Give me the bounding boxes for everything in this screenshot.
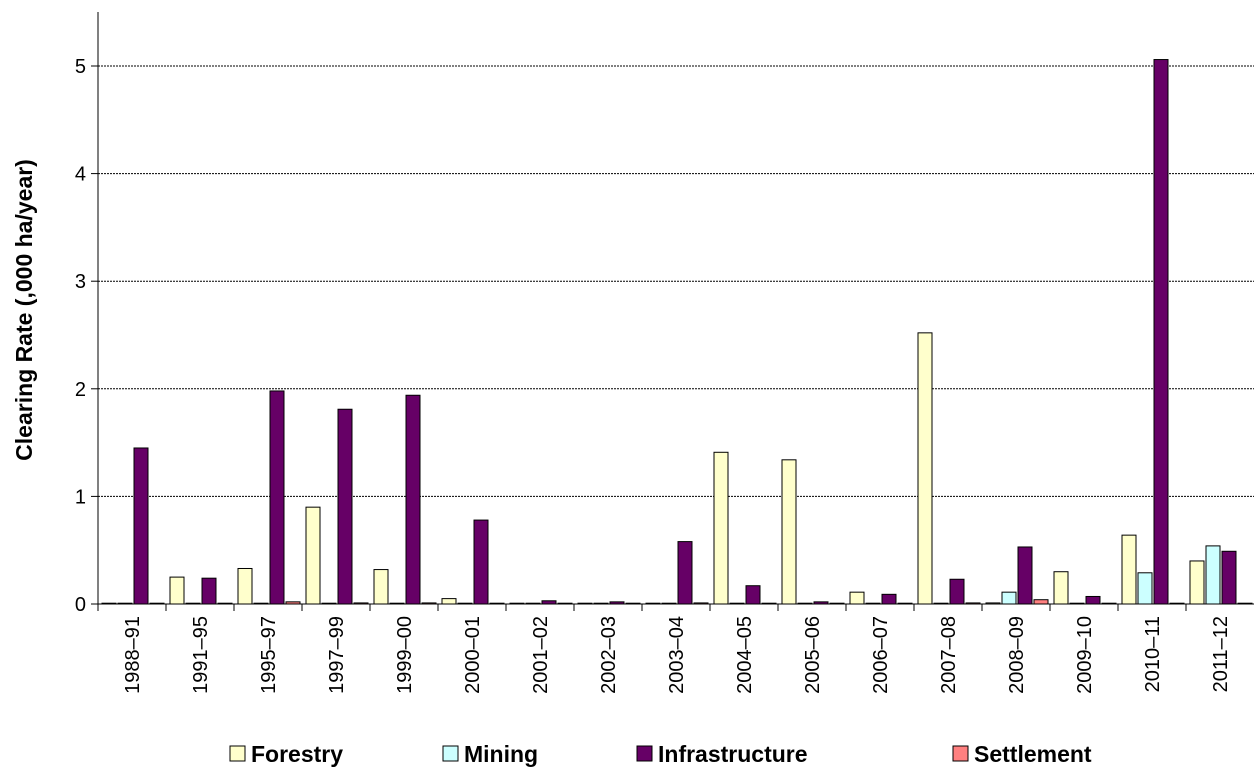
bar-infrastructure-16 xyxy=(1221,550,1237,605)
x-tick-label: 2002–03 xyxy=(598,616,620,694)
x-tick-label: 2001–02 xyxy=(530,616,552,694)
x-tick-label: 1997–99 xyxy=(326,616,348,694)
bar-infrastructure-8 xyxy=(677,541,693,605)
y-tick-label: 1 xyxy=(75,486,86,508)
bar-forestry-4 xyxy=(373,569,389,605)
bar-mining-13 xyxy=(1001,591,1017,605)
bar-infrastructure-12 xyxy=(949,578,965,605)
axes xyxy=(91,12,1254,611)
bar-forestry-14 xyxy=(1053,571,1069,605)
x-tick-label: 2008–09 xyxy=(1006,616,1028,694)
x-tick-label: 1999–00 xyxy=(394,616,416,694)
y-tick-label: 3 xyxy=(75,271,86,293)
legend-swatch-forestry xyxy=(229,745,246,762)
y-tick-label: 0 xyxy=(75,594,86,616)
gridlines xyxy=(98,65,1254,497)
bar-infrastructure-0 xyxy=(133,447,149,605)
x-tick-label: 2006–07 xyxy=(870,616,892,694)
bar-forestry-1 xyxy=(169,576,185,605)
bar-infrastructure-11 xyxy=(881,593,897,605)
bar-forestry-15 xyxy=(1121,534,1137,605)
bar-forestry-11 xyxy=(849,591,865,605)
bar-forestry-10 xyxy=(781,459,797,605)
x-tick-label: 2003–04 xyxy=(666,616,688,694)
legend-label-mining: Mining xyxy=(464,741,538,767)
bar-infrastructure-3 xyxy=(337,408,353,605)
bar-forestry-9 xyxy=(713,451,729,605)
bar-forestry-5 xyxy=(441,598,457,605)
bar-mining-16 xyxy=(1205,545,1221,605)
legend-swatch-infrastructure xyxy=(636,745,653,762)
x-tick-label: 2009–10 xyxy=(1074,616,1096,694)
y-tick-label: 4 xyxy=(75,164,86,186)
legend-swatch-settlement xyxy=(952,745,969,762)
x-tick-labels: 1988–91 1991–95 1995–97 1997–99 1999–00 2000–… xyxy=(122,616,1232,694)
legend-label-infrastructure: Infrastructure xyxy=(658,741,808,767)
x-tick-label: 1988–91 xyxy=(122,616,144,694)
x-tick-label: 2010–11 xyxy=(1142,616,1164,692)
y-axis-title: Clearing Rate (,000 ha/year) xyxy=(11,159,37,461)
bar-settlement-13 xyxy=(1033,599,1049,605)
bar-infrastructure-4 xyxy=(405,394,421,605)
bar-infrastructure-2 xyxy=(269,390,285,605)
bar-forestry-12 xyxy=(917,332,933,605)
x-tick-label: 1991–95 xyxy=(190,616,212,694)
legend: Forestry Mining Infrastructure Settlement xyxy=(229,741,1092,767)
y-tick-labels: 0 1 2 3 4 5 xyxy=(75,56,86,616)
bar-infrastructure-13 xyxy=(1017,546,1033,605)
bar-forestry-2 xyxy=(237,567,253,605)
x-tick-label: 2011–12 xyxy=(1210,616,1232,692)
y-tick-label: 2 xyxy=(75,379,86,401)
bar-forestry-16 xyxy=(1189,560,1205,605)
x-tick-label: 2004–05 xyxy=(734,616,756,694)
bar-infrastructure-9 xyxy=(745,585,761,605)
legend-swatch-mining xyxy=(442,745,459,762)
bar-infrastructure-5 xyxy=(473,519,489,605)
bar-infrastructure-1 xyxy=(201,577,217,605)
legend-label-settlement: Settlement xyxy=(974,741,1092,767)
x-tick-label: 2007–08 xyxy=(938,616,960,694)
bars xyxy=(101,59,1253,605)
bar-infrastructure-14 xyxy=(1085,595,1101,605)
legend-label-forestry: Forestry xyxy=(251,741,343,767)
x-tick-label: 2005–06 xyxy=(802,616,824,694)
x-tick-label: 2000–01 xyxy=(462,616,484,694)
bar-infrastructure-15 xyxy=(1153,59,1169,605)
x-tick-label: 1995–97 xyxy=(258,616,280,694)
bar-forestry-3 xyxy=(305,506,321,605)
y-tick-label: 5 xyxy=(75,56,86,78)
bar-mining-15 xyxy=(1137,572,1153,605)
